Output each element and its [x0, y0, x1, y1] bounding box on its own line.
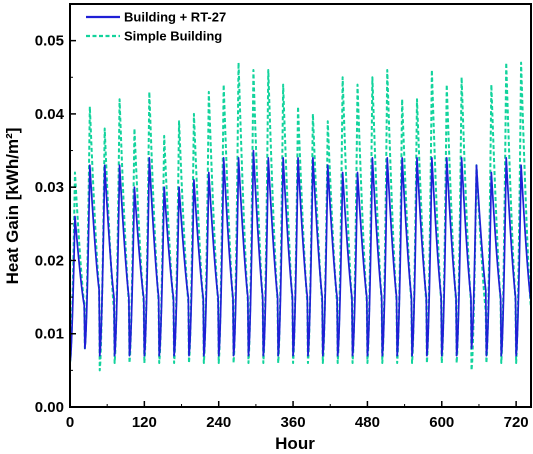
y-tick-label: 0.03: [35, 179, 64, 196]
y-tick-label: 0.04: [35, 106, 65, 123]
y-tick-label: 0.01: [35, 326, 64, 343]
x-tick-label: 600: [429, 414, 454, 431]
legend: Building + RT-27 Simple Building: [86, 10, 226, 44]
x-tick-label: 480: [355, 414, 380, 431]
y-axis-title: Heat Gain [kWh/m²]: [3, 128, 22, 285]
series-layer: [69, 61, 532, 372]
legend-label: Simple Building: [124, 29, 222, 44]
y-tick-label: 0.00: [35, 399, 64, 416]
plot-frame: [69, 3, 532, 408]
legend-label: Building + RT-27: [124, 10, 226, 25]
series-line-building-rt27: [69, 149, 532, 364]
y-tick-label: 0.02: [35, 252, 64, 269]
x-axis-title: Hour: [275, 434, 315, 453]
x-tick-label: 240: [206, 414, 231, 431]
y-tick-label: 0.05: [35, 33, 64, 50]
x-tick-label: 360: [281, 414, 306, 431]
x-tick-label: 720: [504, 414, 529, 431]
x-axis: 0 120 240 360 480 600 720: [66, 401, 529, 431]
y-axis: 0.00 0.01 0.02 0.03 0.04 0.05: [35, 33, 76, 416]
x-tick-label: 0: [66, 414, 74, 431]
x-tick-label: 120: [132, 414, 157, 431]
